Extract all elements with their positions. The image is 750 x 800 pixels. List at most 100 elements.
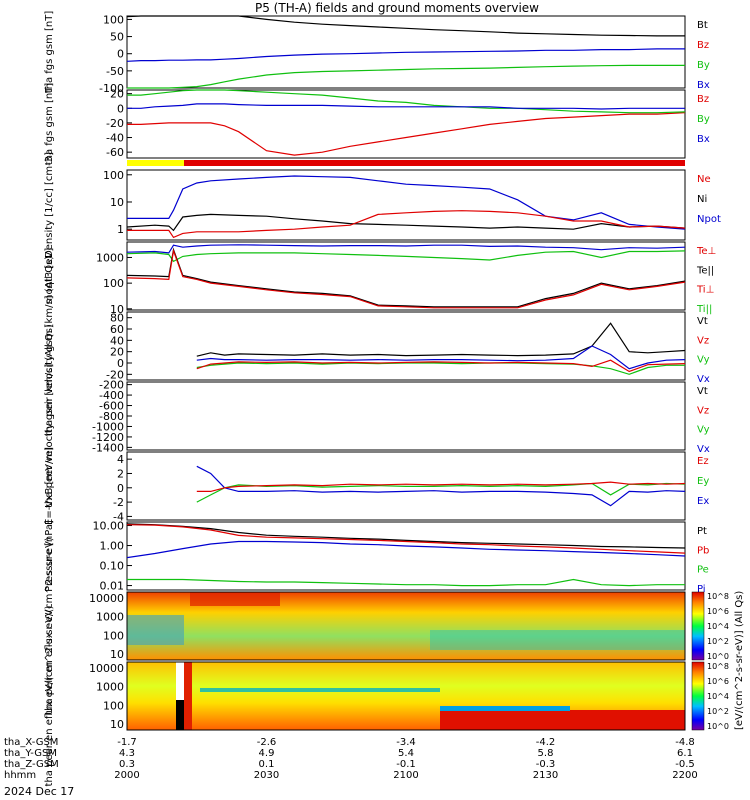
legend-entry: Vy [697, 425, 710, 436]
electron-spectrogram-band [440, 710, 685, 730]
legend-entry: Vt [697, 386, 708, 397]
ephemeris-value: -2.6 [257, 737, 277, 748]
ephemeris-value: 6.1 [677, 748, 693, 759]
legend-entry: Ti|| [696, 304, 712, 315]
ephemeris-table: tha_X-GSM -1.7 -2.6 -3.4 -4.2 -4.8 tha_Y-GSM 4.… [4, 737, 698, 781]
ytick-label: 10 [110, 303, 124, 316]
legend-entry: Npot [697, 214, 721, 225]
colorbar-tick-label: 10^4 [707, 692, 729, 701]
ephemeris-value: 2200 [672, 770, 697, 781]
ytick-label: 1000 [96, 251, 124, 264]
panel-ylabel: tha peer en eflux eV/(cm^2-s-sr-eV) [44, 605, 55, 786]
panel-ylabel: tha peer velocity gsm [km/s] (All Qs) [44, 324, 55, 508]
electron-spectrogram-black [176, 700, 184, 730]
ion-spectrogram-hot [190, 592, 280, 606]
legend-entry: Vx [697, 444, 710, 455]
ephemeris-value: 2030 [254, 770, 279, 781]
legend-entry: Vz [697, 335, 709, 346]
colorbar-label: [eV/(cm^2-s-sr-eV)] (All Qs) [734, 591, 745, 730]
panel-3: 1000 100 10 moqt3 [eV] Te⊥ Te|| Ti⊥ Ti|| [44, 241, 716, 316]
series-line [196, 322, 686, 357]
panel-ylabel: Density [1/cc] [cm-3] [44, 152, 55, 258]
electron-spectrogram-dark [184, 662, 192, 730]
colorbar-electron [691, 661, 705, 731]
ephemeris-row-label: hhmm [4, 770, 36, 781]
series-line [127, 112, 686, 156]
ytick-label: -60 [106, 146, 124, 159]
legend-entry: Ey [697, 476, 709, 487]
ion-spectrogram-band [430, 630, 685, 650]
series-line [126, 523, 686, 549]
colorbar-tick-label: 10^2 [707, 707, 729, 716]
colorbar-tick-label: 10^6 [707, 607, 729, 616]
colorbar-ticks: 10^810^610^410^210^010^810^610^410^210^0 [707, 592, 729, 731]
panel-frame [126, 451, 686, 521]
series-line [127, 175, 686, 230]
colorbar-tick-label: 10^4 [707, 622, 729, 631]
panel-frame [126, 521, 686, 591]
legend-entry: Ez [697, 456, 709, 467]
panel-ylabel: tha peir en eflux eV/(cm^2-s-sr-eV) [44, 537, 55, 715]
ephemeris-value: -4.8 [675, 737, 695, 748]
ytick-label: 0 [117, 102, 124, 115]
ephemeris-value: 2100 [393, 770, 418, 781]
series-line [126, 213, 686, 232]
ephemeris-value: -1.7 [117, 737, 137, 748]
legend-entry: Bz [697, 40, 709, 51]
ephemeris-row-label: tha_Y-GSM [4, 748, 57, 759]
ytick-label: 40 [110, 334, 124, 347]
plot-title: P5 (TH-A) fields and ground moments over… [255, 1, 539, 15]
panel-frame [126, 169, 686, 241]
status-bar-red [184, 160, 685, 166]
ephemeris-value: -0.3 [536, 759, 556, 770]
electron-spectrogram [126, 661, 686, 731]
series-line [196, 359, 686, 373]
ion-spectrogram-frame [126, 591, 686, 661]
ephemeris-row-label: tha_Z-GSM [4, 759, 59, 770]
legend-entry: Pt [697, 526, 707, 537]
status-bar [127, 160, 685, 166]
ephemeris-date: 2024 Dec 17 [4, 785, 74, 798]
series-line [196, 362, 685, 375]
ytick-label: 10000 [89, 662, 124, 675]
series-line [127, 210, 686, 239]
ytick-label: 80 [110, 312, 124, 325]
electron-spectrogram-frame [126, 661, 686, 731]
series-line [127, 578, 685, 587]
ytick-label: -800 [99, 410, 124, 423]
ytick-label: 4 [117, 453, 124, 466]
series-line [126, 540, 686, 559]
panel-7: 10.00 1.00 0.10 0.01 Pressure [nPa] Pt Pb Pe Pi [44, 520, 709, 595]
legend-entry: Pi [697, 584, 706, 595]
ytick-label: -600 [99, 400, 124, 413]
legend-entry: Pb [697, 545, 709, 556]
ephemeris-value: -4.2 [536, 737, 556, 748]
series-line [196, 345, 686, 370]
ytick-label: 10 [110, 648, 124, 661]
legend-entry: Ti⊥ [696, 285, 714, 296]
ephemeris-value: -3.4 [396, 737, 416, 748]
panel-0: 100 50 0 -50 -100 tha fgs gsm [nT] Bt Bz By Bx [44, 11, 710, 95]
ytick-label: -2 [113, 496, 124, 509]
ytick-label: 60 [110, 323, 124, 336]
legend-entry: Bt [697, 20, 708, 31]
panel-6: 42 0-2-4 E=-VxB [mV/m] Ez Ey Ex [44, 447, 709, 525]
series-line [196, 482, 686, 503]
panel-ylabel: tha fgs gsm [nT] [44, 83, 55, 166]
ytick-label: -20 [106, 117, 124, 130]
ytick-label: 1000 [96, 681, 124, 694]
ytick-label: 0 [117, 48, 124, 61]
ephemeris-value: 0.3 [119, 759, 135, 770]
panel-ylabel: tha fgs gsm [nT] [44, 11, 55, 94]
electron-spectrogram-cyan [440, 706, 570, 711]
series-line [126, 247, 686, 308]
series-line [127, 89, 686, 114]
ytick-label: -50 [106, 65, 124, 78]
ytick-label: 100 [103, 169, 124, 182]
series-line [127, 64, 685, 89]
colorbar-tick-label: 10^6 [707, 677, 729, 686]
ytick-label: -4 [113, 510, 124, 523]
ytick-label: 10 [110, 196, 124, 209]
legend-entry: Te|| [696, 265, 714, 276]
